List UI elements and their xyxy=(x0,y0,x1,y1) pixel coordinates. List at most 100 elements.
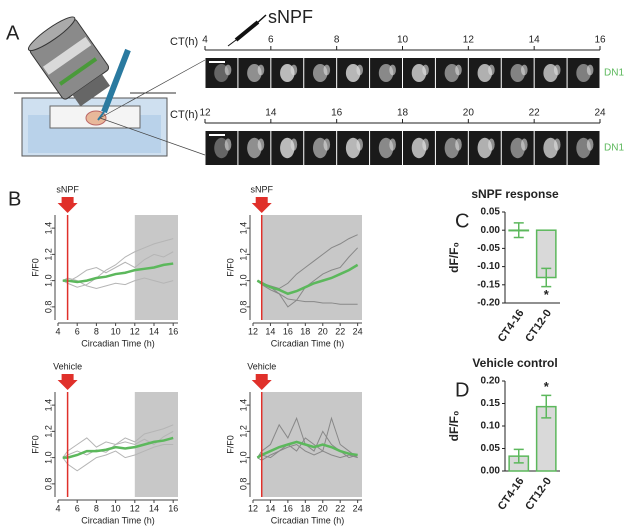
x-axis-label: Circadian Time (h) xyxy=(271,515,345,525)
y-tick-label: 0.8 xyxy=(43,301,53,314)
tick-label: 12 xyxy=(463,35,475,46)
cell-signal xyxy=(586,138,594,151)
trace xyxy=(62,262,174,284)
axis-label: CT(h) xyxy=(170,36,198,48)
trace xyxy=(62,444,174,472)
annotation: Vehicle xyxy=(53,361,82,371)
error-bar xyxy=(541,267,552,288)
stimulus-arrow xyxy=(251,197,272,213)
y-axis-label: F/F0 xyxy=(30,258,40,277)
annotation: Vehicle xyxy=(247,361,276,371)
x-tick-label: 4 xyxy=(55,503,60,513)
cell-signal xyxy=(389,138,396,151)
y-tick-label: 1.2 xyxy=(238,248,248,261)
x-tick-label: 6 xyxy=(75,326,80,336)
panel-label: D xyxy=(455,379,469,401)
trace xyxy=(62,436,174,459)
cell-signal xyxy=(553,64,561,76)
panel-label: C xyxy=(455,210,469,232)
y-tick-label: 1.0 xyxy=(43,451,53,464)
y-axis-label: F/F0 xyxy=(30,435,40,454)
stimulus-arrow xyxy=(57,197,78,213)
microscope-illustration xyxy=(14,16,206,157)
pipette-tip xyxy=(97,111,105,121)
tick-label: 8 xyxy=(334,35,340,46)
y-tick-label: 0.15 xyxy=(481,398,501,409)
y-tick-label: -0.15 xyxy=(477,279,500,290)
x-tick-label: CT4-16 xyxy=(496,308,527,345)
x-tick-label: 12 xyxy=(248,503,258,513)
y-axis-label: dF/F₀ xyxy=(447,242,461,273)
cell-signal xyxy=(455,64,462,76)
error-bar xyxy=(513,448,524,464)
cell-signal xyxy=(521,64,528,76)
x-tick-label: 16 xyxy=(283,326,293,336)
zoom-line xyxy=(99,117,206,156)
x-tick-label: 10 xyxy=(111,326,121,336)
shaded-region xyxy=(261,215,362,320)
x-tick-label: 16 xyxy=(168,326,178,336)
y-tick-label: 1.2 xyxy=(43,425,53,438)
x-tick-label: 24 xyxy=(353,503,363,513)
tick-label: 22 xyxy=(529,108,541,119)
cell-signal xyxy=(389,64,396,76)
x-tick-label: 8 xyxy=(94,326,99,336)
cell-signal xyxy=(323,64,331,76)
objective xyxy=(27,16,110,107)
y-tick-label: 1.2 xyxy=(43,248,53,261)
x-tick-label: 22 xyxy=(335,326,345,336)
y-tick-label: -0.10 xyxy=(477,261,500,272)
x-tick-label: 24 xyxy=(353,326,363,336)
cell-signal xyxy=(455,138,462,151)
y-tick-label: 0.05 xyxy=(481,443,501,454)
cell-signal xyxy=(224,64,232,76)
x-tick-label: 4 xyxy=(55,326,60,336)
cell-signal xyxy=(257,138,265,151)
panel-label: A xyxy=(6,22,20,44)
trace xyxy=(256,263,359,296)
x-tick-label: 12 xyxy=(248,326,258,336)
x-tick-label: 6 xyxy=(75,503,80,513)
cell-signal xyxy=(586,64,594,76)
zoom-line xyxy=(99,59,206,119)
chart-title: Vehicle control xyxy=(472,356,557,370)
x-axis-label: Circadian Time (h) xyxy=(271,338,345,348)
tick-label: 12 xyxy=(199,108,211,119)
x-tick-label: 12 xyxy=(130,503,140,513)
y-tick-label: 1.4 xyxy=(43,222,53,235)
y-tick-label: 1.4 xyxy=(238,222,248,235)
drug-label: sNPF xyxy=(268,7,313,27)
annotation: sNPF xyxy=(56,184,79,194)
y-tick-label: 1.0 xyxy=(238,451,248,464)
x-tick-label: 18 xyxy=(300,326,310,336)
trace xyxy=(62,430,174,459)
tick-label: 24 xyxy=(594,108,606,119)
x-tick-label: 12 xyxy=(130,326,140,336)
x-axis-label: Circadian Time (h) xyxy=(81,515,155,525)
tick-label: 14 xyxy=(265,108,277,119)
y-axis-label: F/F0 xyxy=(225,435,235,454)
cell-signal xyxy=(521,138,528,151)
x-tick-label: 18 xyxy=(300,503,310,513)
y-tick-label: 1.2 xyxy=(238,425,248,438)
x-tick-label: 14 xyxy=(149,503,159,513)
y-tick-label: 1.0 xyxy=(43,274,53,287)
x-tick-label: CT4-16 xyxy=(496,476,527,513)
x-tick-label: CT12-0 xyxy=(523,476,554,513)
x-tick-label: 14 xyxy=(265,503,275,513)
y-tick-label: -0.05 xyxy=(477,243,500,254)
tick-label: 6 xyxy=(268,35,274,46)
x-tick-label: CT12-0 xyxy=(523,308,554,345)
trace xyxy=(257,280,358,305)
error-bar xyxy=(513,222,524,239)
cell-label: DN1 xyxy=(604,68,624,79)
trace xyxy=(62,238,174,288)
cell-signal xyxy=(224,138,232,151)
panel-label: B xyxy=(8,188,21,210)
tick-label: 20 xyxy=(463,108,475,119)
tick-label: 4 xyxy=(202,35,208,46)
significance: * xyxy=(544,287,550,302)
pipette xyxy=(101,48,131,114)
x-tick-label: 20 xyxy=(318,326,328,336)
